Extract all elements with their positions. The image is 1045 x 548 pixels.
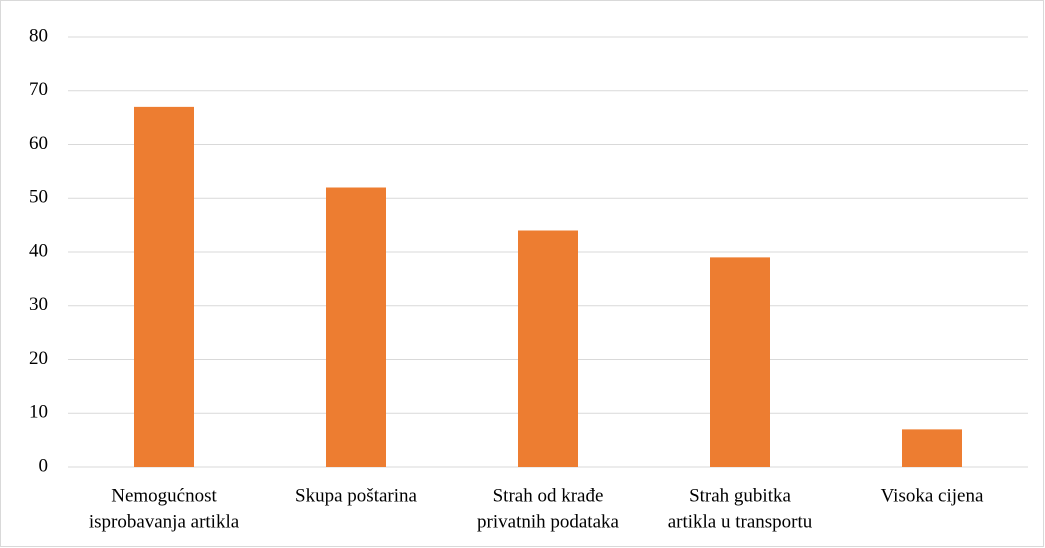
bar	[710, 257, 770, 467]
y-tick-label: 80	[29, 25, 48, 46]
x-tick-label: Skupa poštarina	[295, 485, 417, 506]
y-tick-label: 40	[29, 240, 48, 261]
x-tick-label: artikla u transportu	[668, 511, 813, 532]
x-tick-label: privatnih podataka	[477, 511, 619, 532]
y-tick-label: 70	[29, 79, 48, 100]
y-tick-label: 10	[29, 402, 48, 423]
bar	[134, 106, 194, 467]
x-tick-label: Nemogućnost	[111, 485, 217, 506]
y-tick-label: 50	[29, 187, 48, 208]
bar	[902, 429, 962, 467]
x-tick-label: Strah od krađe	[493, 485, 604, 506]
y-tick-label: 20	[29, 348, 48, 369]
y-tick-label: 60	[29, 133, 48, 154]
y-tick-label: 30	[29, 294, 48, 315]
bar	[326, 187, 386, 467]
x-tick-label: Strah gubitka	[689, 485, 791, 506]
bar	[518, 230, 578, 467]
x-tick-label: isprobavanja artikla	[89, 511, 240, 532]
y-tick-label: 0	[39, 455, 49, 476]
x-tick-label: Visoka cijena	[881, 485, 984, 506]
